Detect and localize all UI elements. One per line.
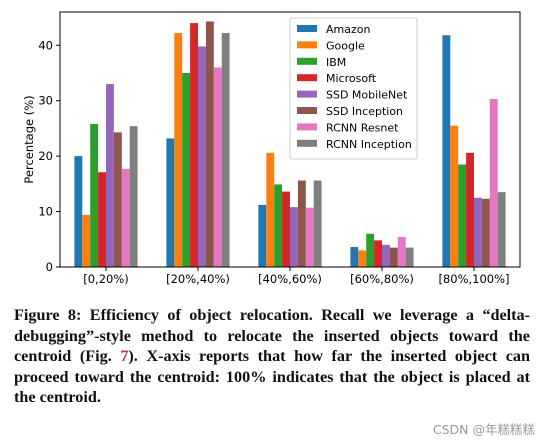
bar bbox=[313, 180, 322, 267]
legend-label: Amazon bbox=[326, 23, 370, 36]
x-tick-label: [20%,40%) bbox=[166, 272, 230, 286]
bar bbox=[205, 21, 214, 267]
legend-swatch bbox=[297, 139, 317, 147]
legend-label: RCNN Resnet bbox=[326, 121, 399, 134]
y-tick-label: 10 bbox=[38, 205, 53, 219]
bar bbox=[450, 125, 459, 268]
bar bbox=[121, 168, 130, 267]
bar bbox=[221, 33, 230, 267]
legend-swatch bbox=[297, 57, 317, 65]
caption-text-end: ). X-axis reports that how far the inser… bbox=[14, 347, 530, 407]
bar bbox=[106, 84, 114, 267]
watermark: CSDN @年糕糕糕 bbox=[432, 422, 535, 437]
bar bbox=[274, 184, 283, 267]
legend-swatch bbox=[297, 90, 317, 98]
bar bbox=[358, 250, 367, 267]
bar bbox=[397, 237, 406, 267]
bar bbox=[266, 152, 275, 267]
bar bbox=[190, 23, 198, 267]
y-tick-label: 40 bbox=[38, 38, 53, 52]
bar bbox=[382, 244, 390, 267]
x-tick-label: [60%,80%) bbox=[350, 272, 414, 286]
bar bbox=[113, 132, 122, 267]
y-tick-label: 0 bbox=[46, 260, 53, 274]
bar bbox=[282, 191, 290, 267]
bar bbox=[366, 233, 375, 267]
bar bbox=[166, 138, 175, 267]
bar bbox=[497, 192, 506, 267]
bar bbox=[389, 247, 398, 267]
legend-label: SSD Inception bbox=[326, 105, 403, 118]
figure-reference-link[interactable]: 7 bbox=[120, 347, 129, 366]
bar bbox=[290, 207, 298, 267]
legend-box bbox=[289, 17, 418, 160]
bar bbox=[198, 46, 206, 267]
legend-label: IBM bbox=[326, 56, 346, 69]
bar bbox=[98, 172, 106, 267]
bar bbox=[442, 35, 451, 267]
figure-caption: Figure 8: Efficiency of object relocatio… bbox=[14, 305, 530, 408]
x-tick-label: [0,20%) bbox=[83, 272, 129, 286]
legend-swatch bbox=[297, 74, 317, 82]
bar bbox=[350, 247, 359, 267]
legend-label: RCNN Inception bbox=[326, 138, 412, 151]
legend-swatch bbox=[297, 41, 317, 49]
bar bbox=[474, 197, 482, 267]
bar bbox=[258, 204, 267, 267]
bar bbox=[305, 207, 314, 267]
bar bbox=[174, 33, 183, 267]
bar bbox=[458, 164, 467, 267]
bar bbox=[374, 240, 382, 267]
bar bbox=[405, 247, 414, 267]
bar bbox=[489, 99, 498, 267]
legend-swatch bbox=[297, 123, 317, 131]
legend-swatch bbox=[297, 25, 317, 32]
x-tick-label: [80%,100%] bbox=[438, 272, 509, 286]
bar bbox=[297, 180, 306, 267]
bar bbox=[182, 72, 191, 267]
bar bbox=[90, 123, 99, 267]
y-tick-label: 20 bbox=[38, 149, 53, 163]
bar bbox=[82, 214, 91, 267]
bar bbox=[481, 198, 490, 267]
bar bbox=[129, 126, 138, 268]
x-tick-label: [40%,60%) bbox=[258, 272, 322, 286]
legend-label: Google bbox=[326, 39, 365, 52]
y-tick-label: 30 bbox=[38, 94, 53, 108]
legend-label: Microsoft bbox=[326, 72, 377, 85]
legend-swatch bbox=[297, 107, 317, 114]
y-axis-label: Percentage (%) bbox=[22, 95, 36, 183]
legend-label: SSD MobileNet bbox=[326, 89, 408, 102]
bar bbox=[74, 156, 83, 267]
caption-text-start: Figure 8: Efficiency of object relocatio… bbox=[14, 306, 530, 366]
bar-chart: 0 10 20 30 40 Percentage (%) [0,20%) [20%,40%) [… bbox=[22, 11, 521, 286]
bar bbox=[466, 152, 474, 267]
bar bbox=[213, 67, 222, 267]
